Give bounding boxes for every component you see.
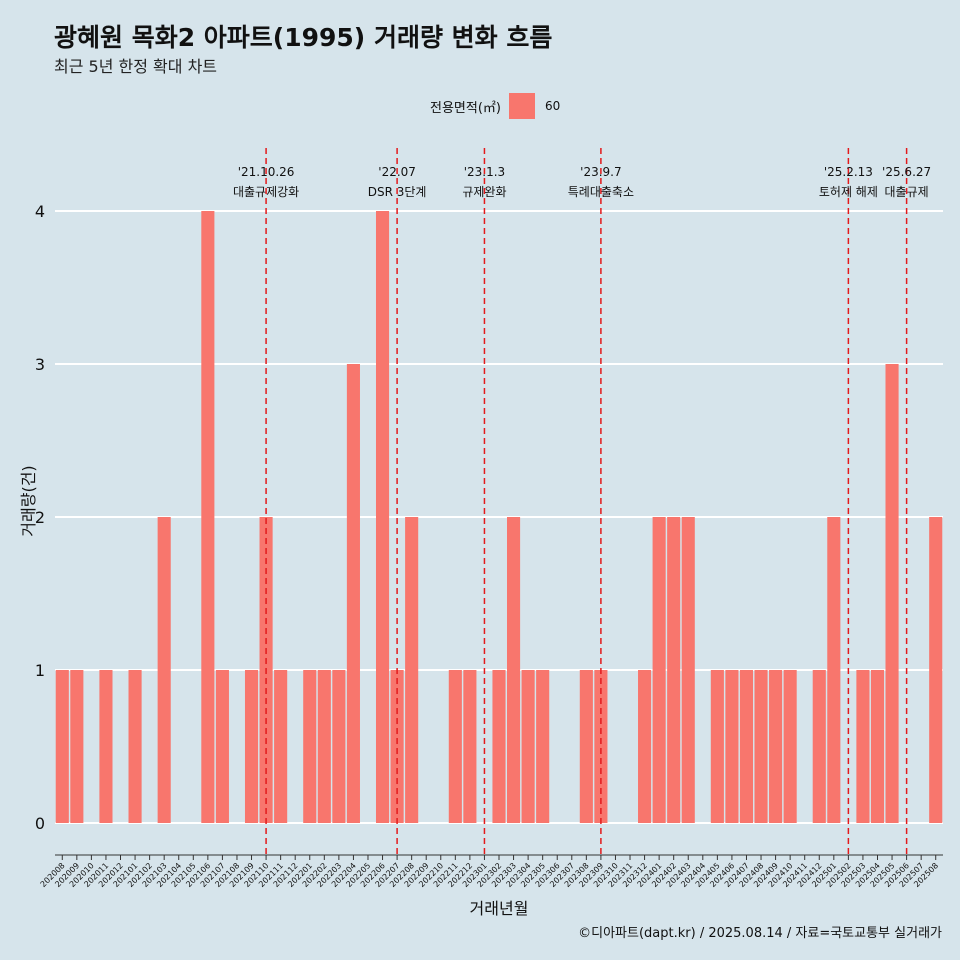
bar-202409 bbox=[769, 670, 783, 823]
bar-202508 bbox=[929, 517, 943, 823]
bar-202503 bbox=[856, 670, 870, 823]
bar-202203 bbox=[332, 670, 346, 823]
bar-202406 bbox=[725, 670, 739, 823]
bar-202308 bbox=[579, 670, 593, 823]
y-tick-label: 0 bbox=[35, 814, 45, 833]
event-date-label: '23.1.3 bbox=[464, 165, 505, 179]
bar-202011 bbox=[99, 670, 113, 823]
bar-202208 bbox=[405, 517, 419, 823]
event-date-label: '21.10.26 bbox=[238, 165, 295, 179]
legend-item-label: 60 bbox=[544, 99, 561, 113]
bar-202202 bbox=[317, 670, 331, 823]
bar-202106 bbox=[201, 211, 215, 823]
bar-202211 bbox=[448, 670, 462, 823]
event-name-label: 대출규제강화 bbox=[233, 185, 299, 199]
bar-202212 bbox=[463, 670, 477, 823]
event-name-label: 특례대출축소 bbox=[568, 185, 634, 199]
bar-202403 bbox=[681, 517, 695, 823]
bar-202101 bbox=[128, 670, 142, 823]
event-date-label: '22.07 bbox=[378, 165, 416, 179]
bar-202204 bbox=[346, 364, 360, 823]
y-tick-label: 4 bbox=[35, 202, 45, 221]
bar-202501 bbox=[827, 517, 841, 823]
bar-202412 bbox=[812, 670, 826, 823]
y-tick-label: 3 bbox=[35, 355, 45, 374]
bar-202305 bbox=[536, 670, 550, 823]
bar-202402 bbox=[667, 517, 681, 823]
y-tick-label: 1 bbox=[35, 661, 45, 680]
event-date-label: '23.9.7 bbox=[580, 165, 621, 179]
bar-202009 bbox=[70, 670, 84, 823]
bar-202107 bbox=[215, 670, 229, 823]
bar-202405 bbox=[710, 670, 724, 823]
x-axis-title: 거래년월 bbox=[470, 899, 529, 918]
bar-202408 bbox=[754, 670, 768, 823]
bar-202008 bbox=[55, 670, 69, 823]
event-date-label: '25.6.27 bbox=[882, 165, 931, 179]
chart-title: 광혜원 목화2 아파트(1995) 거래량 변화 흐름 bbox=[54, 23, 553, 52]
bar-202103 bbox=[157, 517, 171, 823]
event-date-label: '25.2.13 bbox=[824, 165, 873, 179]
y-axis-title: 거래량(건) bbox=[19, 465, 38, 536]
event-name-label: 대출규제 bbox=[885, 185, 929, 199]
event-name-label: 토허제 해제 bbox=[819, 185, 878, 199]
legend-swatch bbox=[508, 93, 535, 119]
legend-title: 전용면적(㎡) bbox=[430, 100, 501, 116]
event-name-label: DSR 3단계 bbox=[368, 185, 427, 199]
legend: 전용면적(㎡) 60 bbox=[430, 93, 560, 119]
source-caption: ©디아파트(dapt.kr) / 2025.08.14 / 자료=국토교통부 실… bbox=[578, 926, 942, 941]
bar-202302 bbox=[492, 670, 506, 823]
chart-subtitle: 최근 5년 한정 확대 차트 bbox=[54, 57, 218, 76]
bar-202303 bbox=[507, 517, 521, 823]
event-name-label: 규제완화 bbox=[462, 185, 506, 199]
bar-202201 bbox=[303, 670, 317, 823]
bar-202504 bbox=[870, 670, 885, 823]
bar-202206 bbox=[375, 211, 390, 823]
bar-202505 bbox=[885, 364, 899, 823]
bar-202312 bbox=[638, 670, 652, 823]
y-tick-label: 2 bbox=[35, 508, 45, 527]
bar-202401 bbox=[652, 517, 666, 823]
bar-202407 bbox=[739, 670, 754, 823]
bar-202410 bbox=[783, 670, 797, 823]
bar-202207 bbox=[390, 670, 404, 823]
bar-202109 bbox=[244, 670, 259, 823]
bar-202111 bbox=[274, 670, 288, 823]
bar-202309 bbox=[594, 670, 608, 823]
bar-202304 bbox=[521, 670, 535, 823]
